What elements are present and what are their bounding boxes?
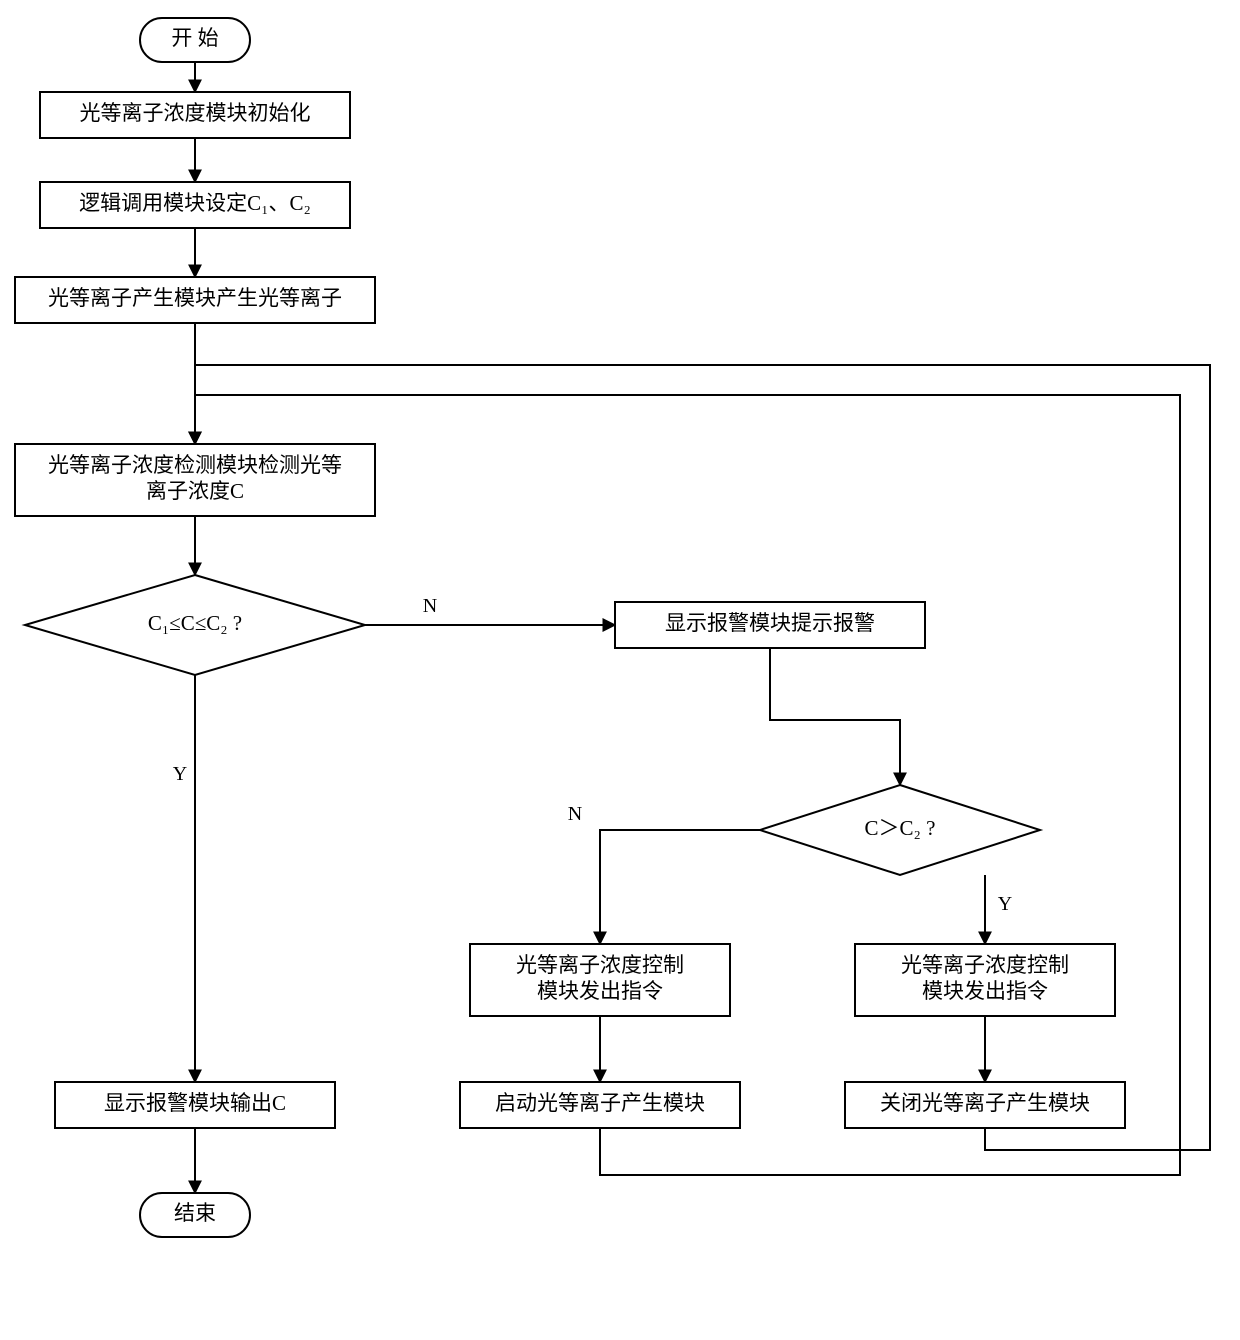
node-label1-cmdL: 光等离子浓度控制 <box>516 953 684 977</box>
node-label-closeGen: 关闭光等离子产生模块 <box>880 1091 1090 1115</box>
flowchart-canvas: Y N Y N 开 始光等离子浓度模块初始化逻辑调用模块设定C₁、C₂ 光等离子产生模块产… <box>0 0 1240 1340</box>
node-closeGen: 关闭光等离子产生模块 <box>845 1082 1125 1128</box>
node-alarm: 显示报警模块提示报警 <box>615 602 925 648</box>
node-dec2: C＞C₂ ? <box>760 785 1040 875</box>
node-label-startGen: 启动光等离子产生模块 <box>495 1091 705 1115</box>
nodes: 开 始光等离子浓度模块初始化逻辑调用模块设定C₁、C₂ 光等离子产生模块产生光等离… <box>15 18 1125 1237</box>
edge-label-dec2-cmdR: Y <box>998 893 1012 915</box>
node-dec1: C₁≤C≤C₂ ? <box>25 575 365 675</box>
node-label-dec2: C＞C₂ ? <box>865 816 936 840</box>
node-setc: 逻辑调用模块设定C₁、C₂ <box>40 182 350 228</box>
node-label-setc: 逻辑调用模块设定C₁、C₂ <box>79 191 311 215</box>
node-label2-cmdL: 模块发出指令 <box>537 979 663 1003</box>
node-label-dec1: C₁≤C≤C₂ ? <box>148 611 242 635</box>
node-cmdR: 光等离子浓度控制模块发出指令 <box>855 944 1115 1016</box>
node-detect: 光等离子浓度检测模块检测光等离子浓度C <box>15 444 375 516</box>
node-label-end: 结束 <box>174 1201 216 1225</box>
edge-alarm-dec2 <box>770 648 900 785</box>
node-label-start: 开 始 <box>171 26 218 50</box>
node-label-gen: 光等离子产生模块产生光等离子 <box>48 286 342 310</box>
node-label-alarm: 显示报警模块提示报警 <box>665 611 875 635</box>
edge-label-dec1-alarm: N <box>423 595 437 617</box>
node-label1-detect: 光等离子浓度检测模块检测光等 <box>48 453 342 477</box>
node-init: 光等离子浓度模块初始化 <box>40 92 350 138</box>
node-label-init: 光等离子浓度模块初始化 <box>80 101 311 125</box>
node-outC: 显示报警模块输出C <box>55 1082 335 1128</box>
node-label-outC: 显示报警模块输出C <box>104 1091 286 1115</box>
node-gen: 光等离子产生模块产生光等离子 <box>15 277 375 323</box>
node-label2-cmdR: 模块发出指令 <box>922 979 1048 1003</box>
edge-label-dec1-outC: Y <box>173 763 187 785</box>
node-end: 结束 <box>140 1193 250 1237</box>
node-cmdL: 光等离子浓度控制模块发出指令 <box>470 944 730 1016</box>
node-startGen: 启动光等离子产生模块 <box>460 1082 740 1128</box>
node-start: 开 始 <box>140 18 250 62</box>
edge-label-dec2-cmdL: N <box>568 803 582 825</box>
node-label1-cmdR: 光等离子浓度控制 <box>901 953 1069 977</box>
edge-dec2-cmdL <box>600 830 760 944</box>
node-label2-detect: 离子浓度C <box>146 479 244 503</box>
